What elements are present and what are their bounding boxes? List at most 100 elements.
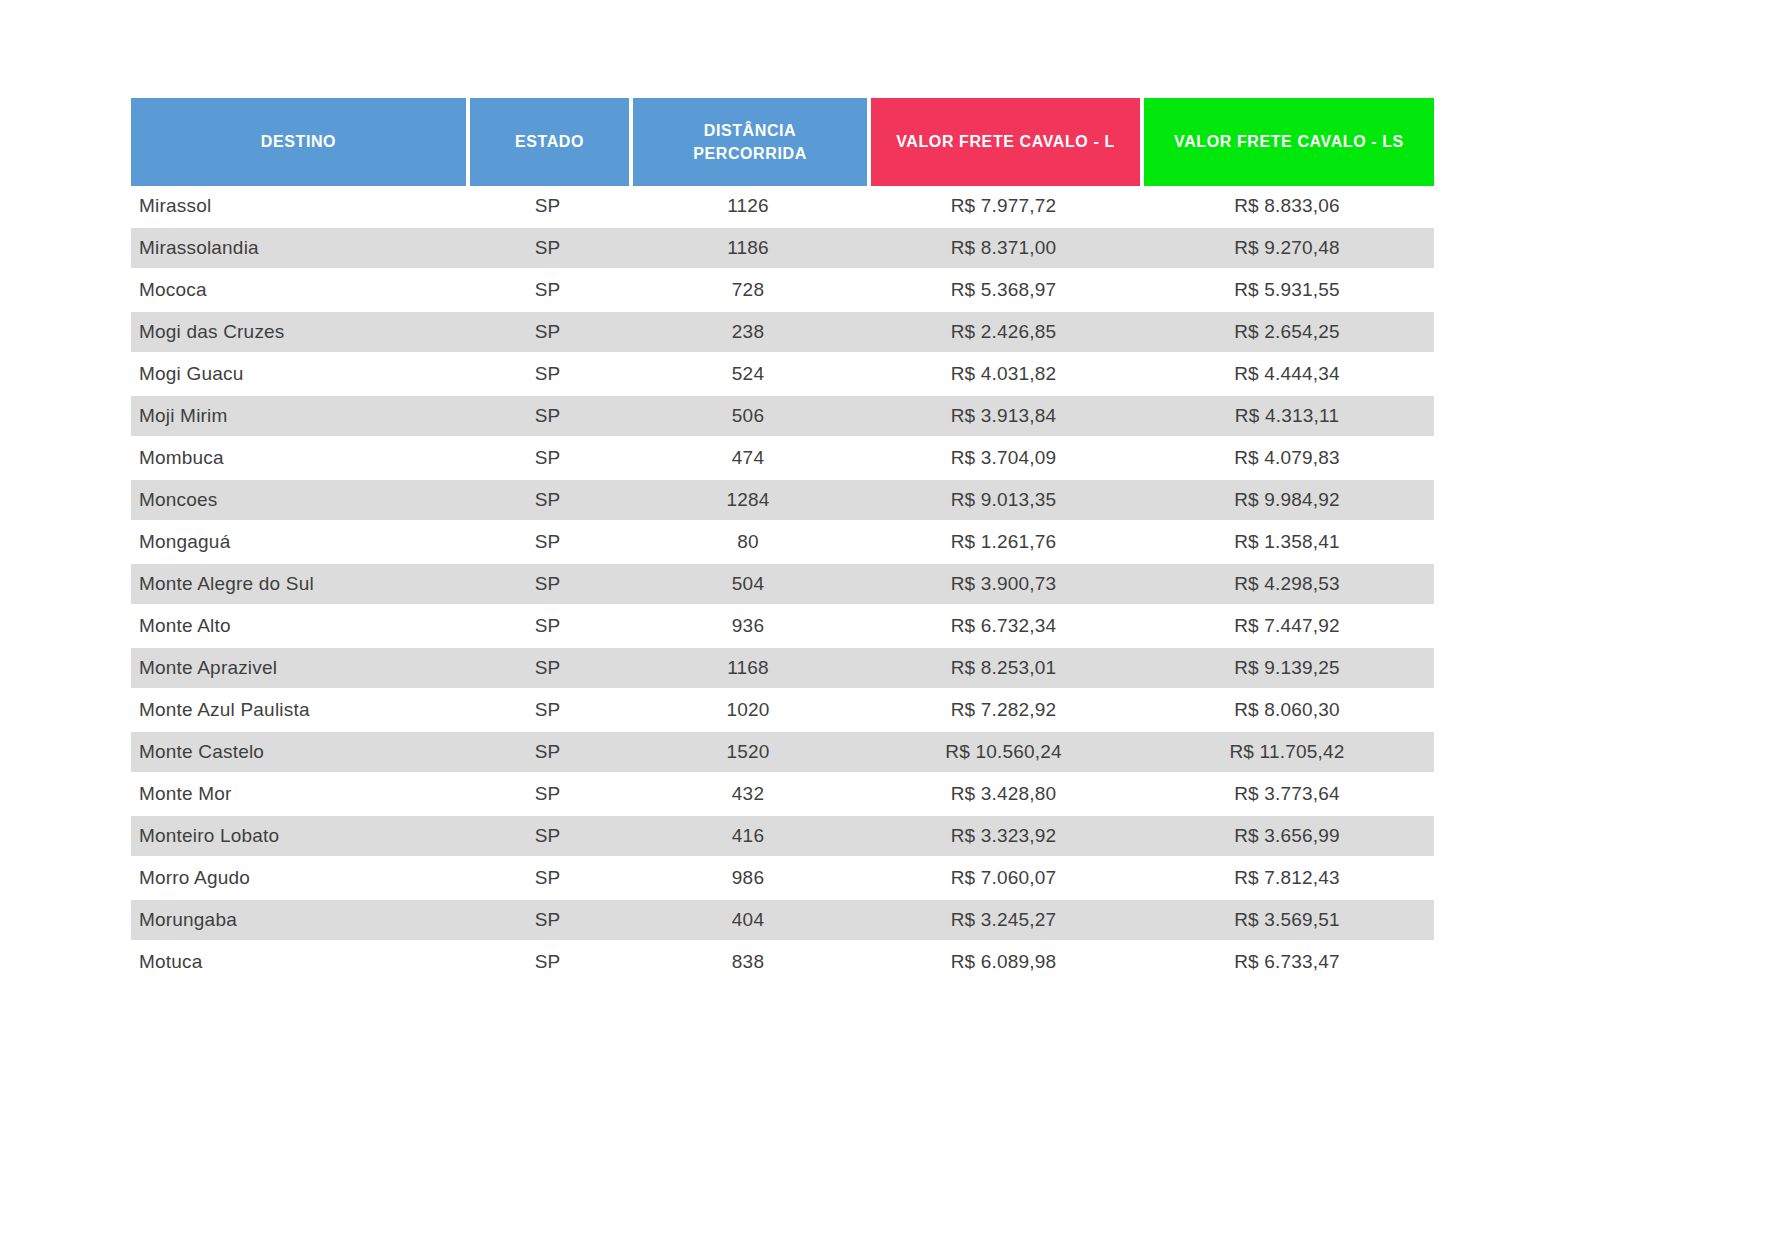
table-row: MongaguáSP80R$ 1.261,76R$ 1.358,41 (131, 522, 1434, 562)
cell-valor_ls: R$ 2.654,25 (1140, 312, 1434, 352)
cell-estado: SP (466, 396, 629, 436)
column-header-estado: ESTADO (466, 98, 629, 186)
cell-distancia: 416 (629, 816, 867, 856)
table-row: Monteiro LobatoSP416R$ 3.323,92R$ 3.656,… (131, 816, 1434, 856)
cell-distancia: 432 (629, 774, 867, 814)
cell-estado: SP (466, 900, 629, 940)
page: DESTINOESTADODISTÂNCIA PERCORRIDAVALOR F… (0, 0, 1776, 1255)
cell-valor_l: R$ 3.900,73 (867, 564, 1140, 604)
cell-valor_ls: R$ 6.733,47 (1140, 942, 1434, 982)
cell-distancia: 936 (629, 606, 867, 646)
cell-valor_ls: R$ 7.447,92 (1140, 606, 1434, 646)
table-row: Mogi GuacuSP524R$ 4.031,82R$ 4.444,34 (131, 354, 1434, 394)
table-row: MococaSP728R$ 5.368,97R$ 5.931,55 (131, 270, 1434, 310)
cell-destino: Moji Mirim (131, 396, 466, 436)
cell-estado: SP (466, 480, 629, 520)
table-row: Morro AgudoSP986R$ 7.060,07R$ 7.812,43 (131, 858, 1434, 898)
cell-destino: Mirassolandia (131, 228, 466, 268)
cell-destino: Mococa (131, 270, 466, 310)
table-row: MorungabaSP404R$ 3.245,27R$ 3.569,51 (131, 900, 1434, 940)
cell-estado: SP (466, 564, 629, 604)
cell-distancia: 1168 (629, 648, 867, 688)
cell-destino: Moncoes (131, 480, 466, 520)
cell-distancia: 1020 (629, 690, 867, 730)
cell-valor_ls: R$ 4.298,53 (1140, 564, 1434, 604)
cell-valor_ls: R$ 7.812,43 (1140, 858, 1434, 898)
table-row: Monte Azul PaulistaSP1020R$ 7.282,92R$ 8… (131, 690, 1434, 730)
column-header-valor_l: VALOR FRETE CAVALO - L (867, 98, 1140, 186)
column-header-destino: DESTINO (131, 98, 466, 186)
cell-destino: Mogi das Cruzes (131, 312, 466, 352)
cell-distancia: 728 (629, 270, 867, 310)
cell-valor_l: R$ 2.426,85 (867, 312, 1140, 352)
cell-destino: Mombuca (131, 438, 466, 478)
column-header-distancia: DISTÂNCIA PERCORRIDA (629, 98, 867, 186)
cell-distancia: 506 (629, 396, 867, 436)
cell-distancia: 80 (629, 522, 867, 562)
cell-estado: SP (466, 228, 629, 268)
table-row: MoncoesSP1284R$ 9.013,35R$ 9.984,92 (131, 480, 1434, 520)
cell-valor_l: R$ 6.732,34 (867, 606, 1140, 646)
cell-valor_ls: R$ 8.060,30 (1140, 690, 1434, 730)
cell-estado: SP (466, 774, 629, 814)
cell-distancia: 986 (629, 858, 867, 898)
cell-estado: SP (466, 816, 629, 856)
cell-destino: Monte Castelo (131, 732, 466, 772)
cell-valor_l: R$ 8.371,00 (867, 228, 1140, 268)
cell-valor_ls: R$ 9.139,25 (1140, 648, 1434, 688)
cell-destino: Mongaguá (131, 522, 466, 562)
cell-valor_ls: R$ 1.358,41 (1140, 522, 1434, 562)
cell-distancia: 474 (629, 438, 867, 478)
cell-estado: SP (466, 942, 629, 982)
cell-estado: SP (466, 606, 629, 646)
cell-valor_ls: R$ 3.773,64 (1140, 774, 1434, 814)
cell-valor_ls: R$ 8.833,06 (1140, 186, 1434, 226)
cell-destino: Morungaba (131, 900, 466, 940)
cell-estado: SP (466, 438, 629, 478)
table-row: MotucaSP838R$ 6.089,98R$ 6.733,47 (131, 942, 1434, 982)
cell-valor_l: R$ 6.089,98 (867, 942, 1140, 982)
table-body: MirassolSP1126R$ 7.977,72R$ 8.833,06Mira… (131, 186, 1434, 982)
cell-valor_ls: R$ 4.313,11 (1140, 396, 1434, 436)
cell-estado: SP (466, 270, 629, 310)
cell-distancia: 1186 (629, 228, 867, 268)
cell-destino: Monte Alegre do Sul (131, 564, 466, 604)
cell-valor_ls: R$ 3.569,51 (1140, 900, 1434, 940)
cell-valor_l: R$ 4.031,82 (867, 354, 1140, 394)
cell-valor_l: R$ 3.245,27 (867, 900, 1140, 940)
table-row: Monte Alegre do SulSP504R$ 3.900,73R$ 4.… (131, 564, 1434, 604)
cell-destino: Monte Alto (131, 606, 466, 646)
cell-destino: Motuca (131, 942, 466, 982)
cell-valor_ls: R$ 9.270,48 (1140, 228, 1434, 268)
cell-destino: Mogi Guacu (131, 354, 466, 394)
cell-valor_l: R$ 3.704,09 (867, 438, 1140, 478)
cell-valor_ls: R$ 4.444,34 (1140, 354, 1434, 394)
table-row: MirassolandiaSP1186R$ 8.371,00R$ 9.270,4… (131, 228, 1434, 268)
cell-estado: SP (466, 186, 629, 226)
cell-valor_l: R$ 7.977,72 (867, 186, 1140, 226)
cell-destino: Monteiro Lobato (131, 816, 466, 856)
cell-destino: Mirassol (131, 186, 466, 226)
cell-destino: Monte Azul Paulista (131, 690, 466, 730)
cell-valor_ls: R$ 11.705,42 (1140, 732, 1434, 772)
cell-distancia: 1520 (629, 732, 867, 772)
cell-distancia: 838 (629, 942, 867, 982)
table-row: Monte CasteloSP1520R$ 10.560,24R$ 11.705… (131, 732, 1434, 772)
table-row: Monte AltoSP936R$ 6.732,34R$ 7.447,92 (131, 606, 1434, 646)
table-row: Monte MorSP432R$ 3.428,80R$ 3.773,64 (131, 774, 1434, 814)
cell-valor_l: R$ 8.253,01 (867, 648, 1140, 688)
cell-valor_ls: R$ 3.656,99 (1140, 816, 1434, 856)
cell-estado: SP (466, 732, 629, 772)
cell-valor_l: R$ 1.261,76 (867, 522, 1140, 562)
cell-destino: Monte Aprazivel (131, 648, 466, 688)
table-row: MirassolSP1126R$ 7.977,72R$ 8.833,06 (131, 186, 1434, 226)
cell-estado: SP (466, 522, 629, 562)
cell-valor_l: R$ 9.013,35 (867, 480, 1140, 520)
cell-valor_l: R$ 3.428,80 (867, 774, 1140, 814)
cell-valor_l: R$ 3.913,84 (867, 396, 1140, 436)
table-header-row: DESTINOESTADODISTÂNCIA PERCORRIDAVALOR F… (131, 98, 1434, 186)
cell-valor_ls: R$ 4.079,83 (1140, 438, 1434, 478)
column-header-valor_ls: VALOR FRETE CAVALO - LS (1140, 98, 1434, 186)
table-row: MombucaSP474R$ 3.704,09R$ 4.079,83 (131, 438, 1434, 478)
cell-estado: SP (466, 312, 629, 352)
